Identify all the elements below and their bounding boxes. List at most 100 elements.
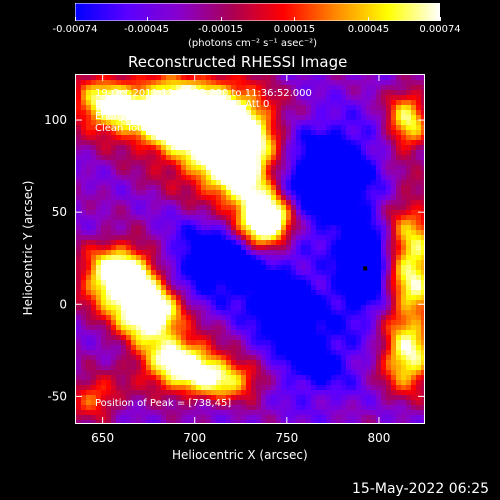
heatmap-cell: [301, 340, 307, 346]
heatmap-cell: [181, 415, 187, 421]
heatmap-cell: [146, 145, 152, 151]
heatmap-cell: [271, 125, 277, 131]
heatmap-cell: [396, 125, 402, 131]
heatmap-cell: [421, 385, 424, 391]
heatmap-cell: [221, 360, 227, 366]
heatmap-cell: [126, 380, 132, 386]
heatmap-cell: [251, 105, 257, 111]
heatmap-cell: [136, 150, 142, 156]
heatmap-cell: [221, 400, 227, 406]
heatmap-cell: [331, 195, 337, 201]
heatmap-cell: [176, 330, 182, 336]
heatmap-cell: [251, 225, 257, 231]
heatmap-cell: [261, 345, 267, 351]
heatmap-cell: [336, 135, 342, 141]
heatmap-cell: [371, 285, 377, 291]
heatmap-cell: [286, 315, 292, 321]
heatmap-cell: [181, 360, 187, 366]
heatmap-cell: [256, 175, 262, 181]
heatmap-cell: [421, 305, 424, 311]
heatmap-cell: [136, 135, 142, 141]
heatmap-cell: [256, 180, 262, 186]
heatmap-cell: [306, 295, 312, 301]
heatmap-cell: [266, 225, 272, 231]
heatmap-cell: [221, 100, 227, 106]
heatmap-cell: [281, 355, 287, 361]
heatmap-cell: [106, 210, 112, 216]
heatmap-cell: [286, 120, 292, 126]
heatmap-cell: [256, 380, 262, 386]
heatmap-cell: [141, 85, 147, 91]
heatmap-cell: [96, 285, 102, 291]
heatmap-cell: [336, 255, 342, 261]
heatmap-cell: [121, 165, 127, 171]
heatmap-cell: [166, 110, 172, 116]
heatmap-cell: [246, 290, 252, 296]
heatmap-cell: [246, 110, 252, 116]
heatmap-cell: [216, 360, 222, 366]
heatmap-cell: [421, 140, 424, 146]
heatmap-cell: [181, 370, 187, 376]
heatmap-cell: [266, 365, 272, 371]
heatmap-cell: [146, 180, 152, 186]
heatmap-cell: [101, 360, 107, 366]
heatmap-cell: [276, 335, 282, 341]
heatmap-cell: [111, 385, 117, 391]
heatmap-cell: [421, 400, 424, 406]
heatmap-cell: [136, 195, 142, 201]
heatmap-cell: [251, 350, 257, 356]
x-tick-label: 700: [183, 431, 206, 445]
heatmap-cell: [331, 385, 337, 391]
heatmap-cell: [386, 160, 392, 166]
heatmap-cell: [141, 280, 147, 286]
heatmap-cell: [216, 335, 222, 341]
heatmap-cell: [421, 85, 424, 91]
heatmap-cell: [371, 315, 377, 321]
chart-title: Reconstructed RHESSI Image: [128, 53, 348, 71]
heatmap-cell: [371, 255, 377, 261]
heatmap-cell: [231, 210, 237, 216]
heatmap-cell: [206, 415, 212, 421]
heatmap-cell: [316, 110, 322, 116]
heatmap-cell: [401, 125, 407, 131]
heatmap-cell: [351, 345, 357, 351]
heatmap-cell: [161, 180, 167, 186]
heatmap-cell: [181, 105, 187, 111]
heatmap-cell: [421, 380, 424, 386]
heatmap-cell: [206, 260, 212, 266]
heatmap-cell: [116, 200, 122, 206]
heatmap-cell: [181, 420, 187, 423]
heatmap-cell: [146, 285, 152, 291]
heatmap-cell: [211, 330, 217, 336]
heatmap-cell: [291, 340, 297, 346]
heatmap-cell: [236, 160, 242, 166]
heatmap-cell: [166, 330, 172, 336]
x-tick-label: 750: [275, 431, 298, 445]
heatmap-cell: [266, 85, 272, 91]
heatmap-cell: [236, 225, 242, 231]
heatmap-cell: [341, 315, 347, 321]
heatmap-cell: [266, 205, 272, 211]
heatmap-cell: [411, 145, 417, 151]
heatmap-cell: [321, 390, 327, 396]
heatmap-cell: [321, 125, 327, 131]
heatmap-cell: [216, 80, 222, 86]
heatmap-cell: [116, 165, 122, 171]
heatmap-cell: [321, 195, 327, 201]
heatmap-cell: [261, 160, 267, 166]
heatmap-cell: [111, 405, 117, 411]
heatmap-cell: [416, 250, 422, 256]
heatmap-cell: [91, 215, 97, 221]
heatmap-cell: [116, 235, 122, 241]
heatmap-cell: [386, 145, 392, 151]
heatmap-cell: [351, 105, 357, 111]
heatmap-cell: [251, 185, 257, 191]
heatmap-cell: [266, 190, 272, 196]
heatmap-cell: [281, 255, 287, 261]
heatmap-cell: [401, 85, 407, 91]
heatmap-cell: [141, 75, 147, 81]
heatmap-cell: [321, 420, 327, 423]
heatmap-cell: [421, 185, 424, 191]
heatmap-cell: [116, 380, 122, 386]
heatmap-cell: [331, 405, 337, 411]
